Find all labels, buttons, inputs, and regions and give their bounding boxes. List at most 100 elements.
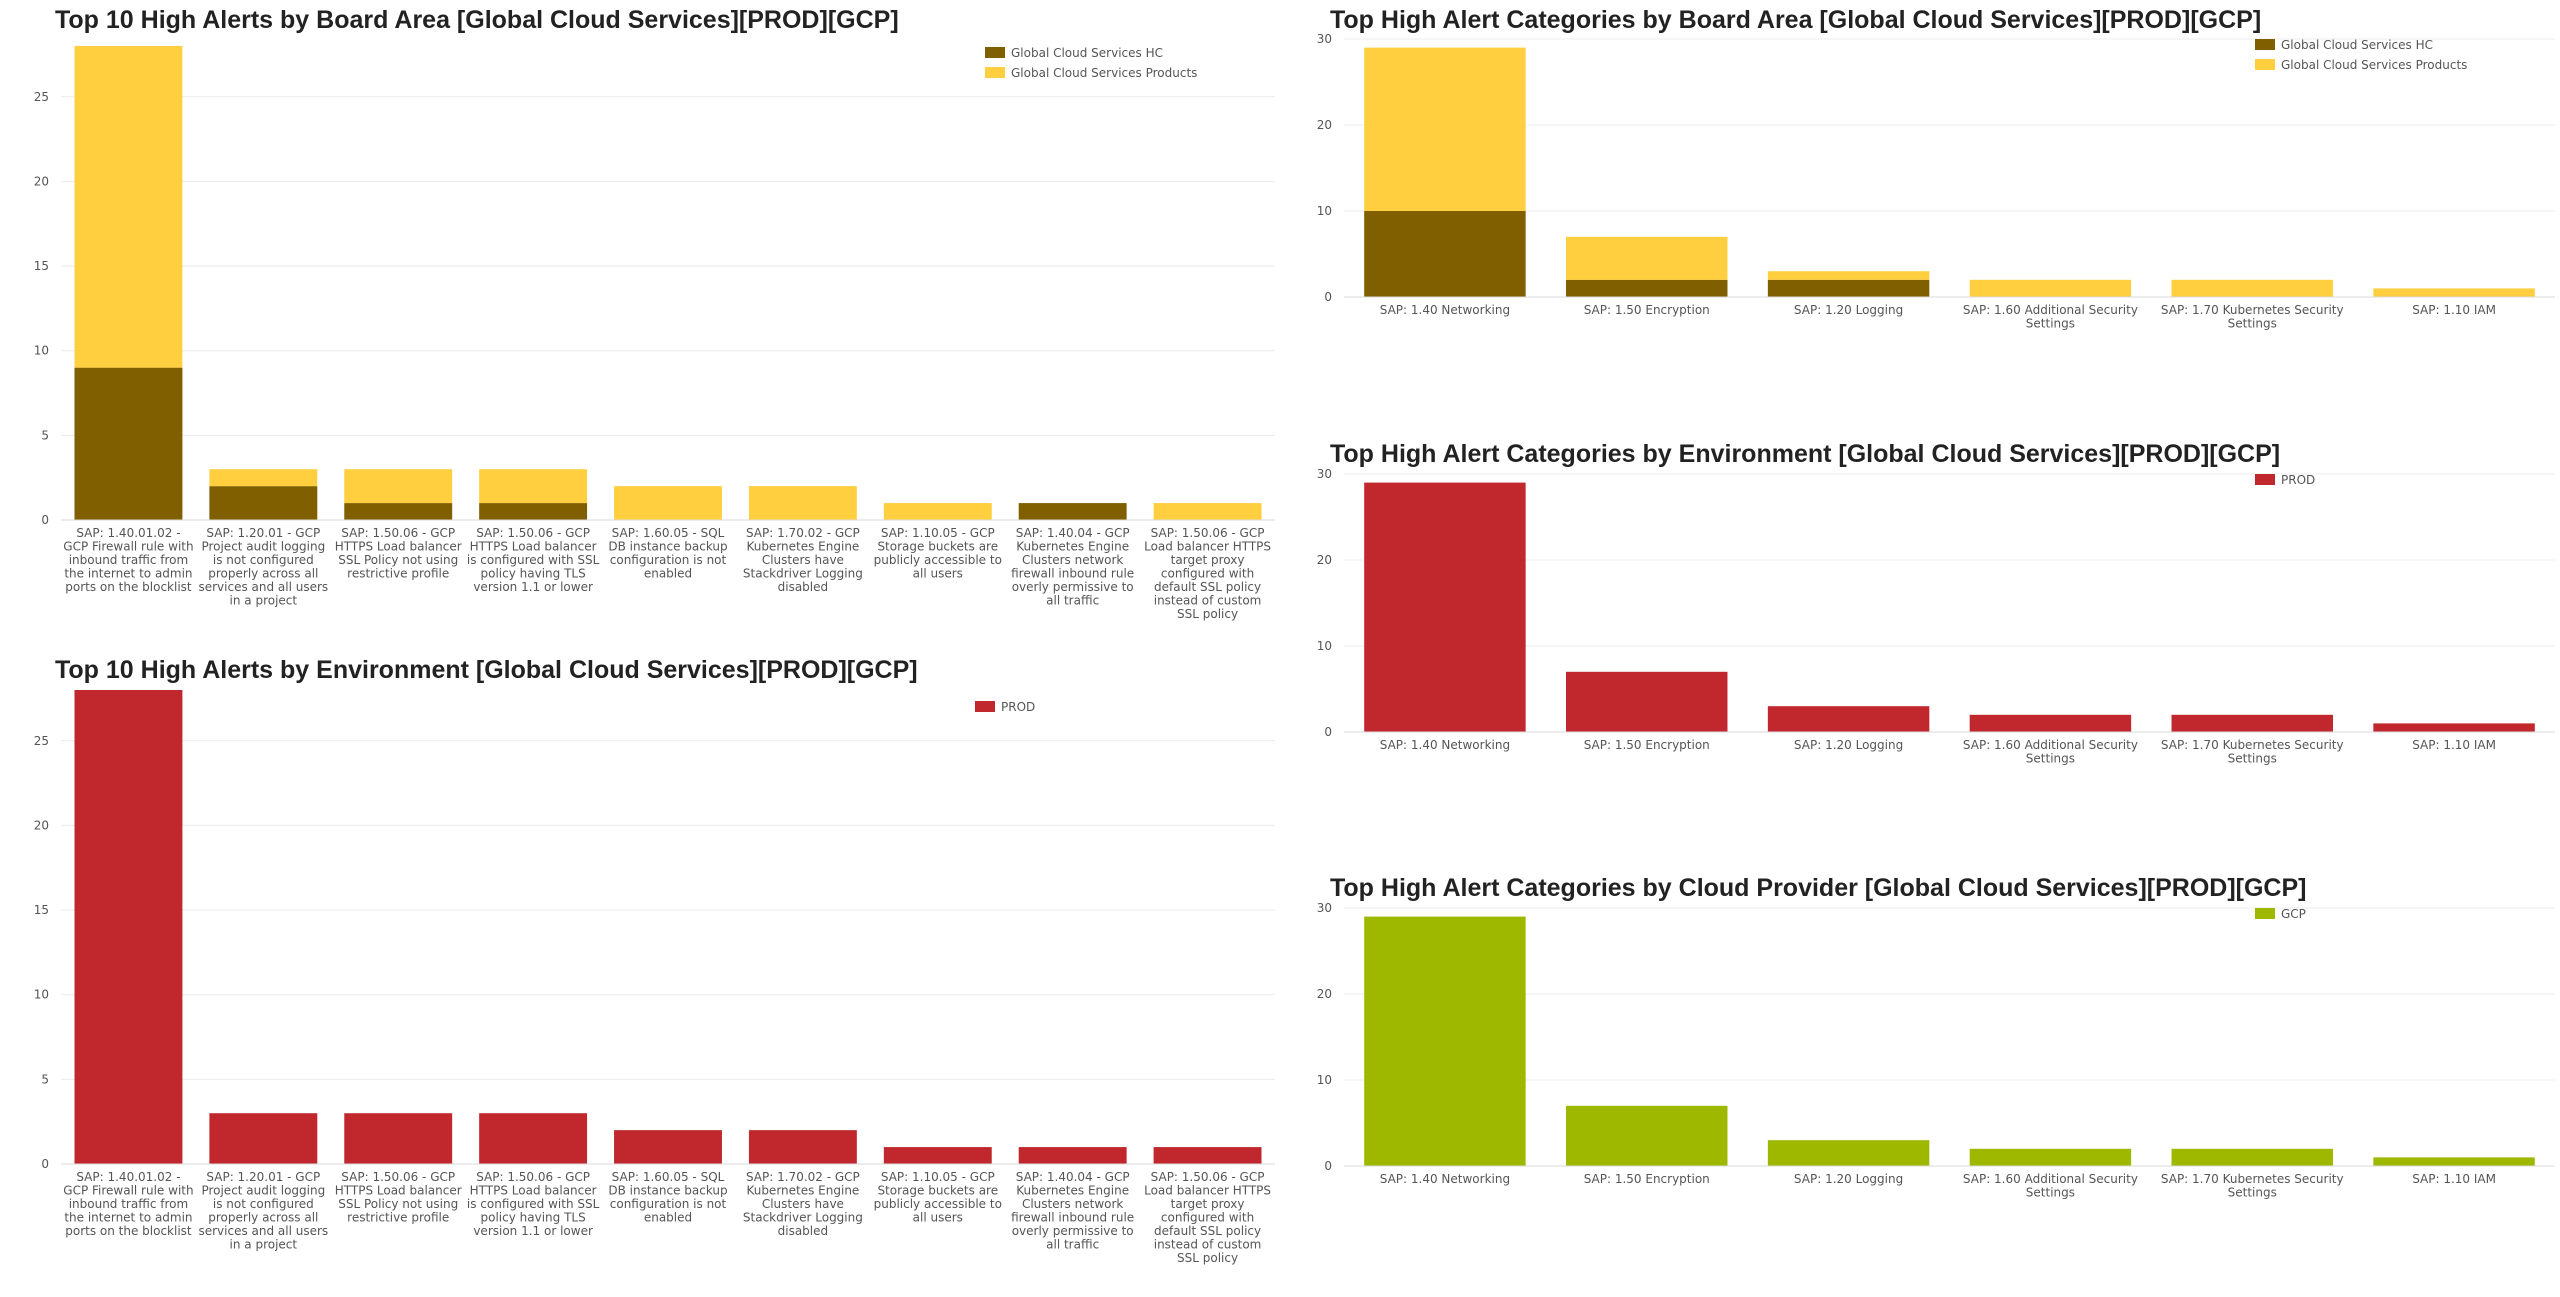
x-tick-label-line: is configured with SSL — [467, 553, 600, 567]
x-tick-label: SAP: 1.50 Encryption — [1584, 303, 1710, 317]
x-tick-label-line: ports on the blocklist — [65, 580, 192, 594]
x-tick-label-line: SAP: 1.40 Networking — [1380, 738, 1510, 752]
x-tick-label-line: DB instance backup — [608, 1184, 727, 1198]
chart-categories-board-area: 0 10 20 30 SAP: 1.40 Networking SAP: 1.50 Enc… — [1317, 32, 2555, 331]
y-tick-label: 30 — [1317, 467, 1332, 481]
legend-label: PROD — [2281, 473, 2315, 487]
x-tick-label-line: restrictive profile — [347, 567, 449, 581]
x-tick-label-line: SAP: 1.70.02 - GCP — [746, 1170, 860, 1184]
x-tick-label-line: Load balancer HTTPS — [1144, 540, 1271, 554]
x-tick-label-line: disabled — [778, 1224, 829, 1238]
x-tick-label-line: ports on the blocklist — [65, 1224, 192, 1238]
panel-categories-environment: Top High Alert Categories by Environment… — [1317, 440, 2555, 770]
x-tick-label: SAP: 1.60.05 - SQL DB instance backup conf… — [608, 1170, 727, 1225]
legend-swatch — [2255, 59, 2275, 70]
bar — [2373, 288, 2535, 297]
x-tick-label: SAP: 1.70 Kubernetes Security Settings — [2161, 738, 2344, 766]
x-tick-label-line: instead of custom — [1154, 594, 1262, 608]
x-tick-label-line: SAP: 1.40 Networking — [1380, 303, 1510, 317]
x-tick-label-line: firewall inbound rule — [1011, 567, 1134, 581]
bar — [2171, 1148, 2333, 1166]
bar — [1566, 279, 1728, 297]
x-tick-label: SAP: 1.20 Logging — [1794, 1172, 1903, 1186]
x-tick-label-line: Storage buckets are — [877, 540, 998, 554]
x-tick-label-line: overly permissive to — [1012, 580, 1134, 594]
x-tick-label: SAP: 1.70 Kubernetes Security Settings — [2161, 1172, 2344, 1200]
x-tick-label-line: enabled — [644, 567, 692, 581]
legend-swatch — [985, 67, 1005, 78]
bar — [883, 503, 992, 520]
x-tick-label: SAP: 1.10 IAM — [2412, 738, 2496, 752]
x-tick-label-line: policy having TLS — [481, 1211, 586, 1225]
x-tick-label-line: Load balancer HTTPS — [1144, 1184, 1271, 1198]
x-tick-label-line: SAP: 1.10 IAM — [2412, 1172, 2496, 1186]
x-tick-label-line: version 1.1 or lower — [473, 1224, 593, 1238]
x-tick-label: SAP: 1.70 Kubernetes Security Settings — [2161, 303, 2344, 331]
x-tick-label-line: is not configured — [213, 553, 314, 567]
x-tick-label: SAP: 1.70.02 - GCP Kubernetes Engine Clust… — [743, 1170, 863, 1238]
x-tick-label-line: services and all users — [198, 1224, 328, 1238]
x-tick-label-line: HTTPS Load balancer — [470, 540, 597, 554]
x-tick-label-line: SAP: 1.70.02 - GCP — [746, 526, 860, 540]
y-tick-label: 5 — [41, 1072, 49, 1086]
bar — [1153, 503, 1262, 520]
y-tick-label: 0 — [1324, 290, 1332, 304]
legend-swatch — [985, 47, 1005, 58]
x-tick-label: SAP: 1.40 Networking — [1380, 1172, 1510, 1186]
x-tick-label-line: SSL policy — [1177, 1251, 1238, 1265]
x-tick-label-line: Clusters network — [1022, 553, 1123, 567]
bar — [74, 46, 183, 368]
x-tick-label-line: services and all users — [198, 580, 328, 594]
x-tick-label: SAP: 1.70.02 - GCP Kubernetes Engine Clust… — [743, 526, 863, 594]
x-tick-label-line: is not configured — [213, 1197, 314, 1211]
bar — [2171, 279, 2333, 297]
bar — [479, 1113, 588, 1164]
x-tick-label-line: Settings — [2228, 317, 2277, 331]
y-tick-label: 0 — [41, 513, 49, 527]
x-tick-label-line: inbound traffic from — [69, 553, 188, 567]
x-tick-label-line: SAP: 1.60.05 - SQL — [612, 1170, 725, 1184]
x-tick-label-line: is configured with SSL — [467, 1197, 600, 1211]
bar — [1566, 671, 1728, 732]
bar — [748, 1130, 857, 1164]
y-tick-label: 25 — [34, 90, 49, 104]
x-tick-label-line: SAP: 1.40.01.02 - — [76, 1170, 180, 1184]
x-tick-label-line: Clusters have — [762, 1197, 844, 1211]
x-tick-label-line: SAP: 1.40 Networking — [1380, 1172, 1510, 1186]
bar — [614, 1130, 722, 1164]
x-tick-label-line: Settings — [2026, 317, 2075, 331]
x-tick-label: SAP: 1.50.06 - GCP Load balancer HTTPS tar… — [1144, 526, 1271, 621]
x-tick-label-line: Clusters have — [762, 553, 844, 567]
chart-title: Top 10 High Alerts by Board Area [Global… — [55, 6, 899, 34]
x-tick-label-line: Stackdriver Logging — [743, 1211, 863, 1225]
x-tick-label-line: Kubernetes Engine — [1016, 1184, 1129, 1198]
legend-swatch — [2255, 39, 2275, 50]
x-tick-label: SAP: 1.10 IAM — [2412, 1172, 2496, 1186]
bar — [2373, 723, 2535, 732]
chart-title: Top High Alert Categories by Cloud Provi… — [1330, 874, 2307, 902]
legend-swatch — [2255, 908, 2275, 919]
x-tick-label-line: DB instance backup — [608, 540, 727, 554]
chart-title: Top 10 High Alerts by Environment [Globa… — [55, 656, 918, 684]
x-tick-label: SAP: 1.40.01.02 -GCP Firewall rule with i… — [63, 526, 193, 594]
x-tick-label: SAP: 1.40 Networking — [1380, 738, 1510, 752]
x-tick-label-line: properly across all — [208, 567, 318, 581]
x-tick-label-line: policy having TLS — [481, 567, 586, 581]
x-tick-label-line: publicly accessible to — [874, 1197, 1002, 1211]
bar — [209, 1113, 318, 1164]
x-tick-label-line: SAP: 1.10 IAM — [2412, 303, 2496, 317]
chart-categories-cloud-provider: 0 10 20 30 SAP: 1.40 Networking SAP: 1.50 Enc… — [1317, 901, 2555, 1200]
bar — [1767, 1140, 1930, 1166]
x-tick-label-line: default SSL policy — [1154, 1224, 1261, 1238]
x-tick-label-line: SAP: 1.50.06 - GCP — [476, 1170, 590, 1184]
x-tick-label-line: GCP Firewall rule with — [63, 540, 193, 554]
x-tick-label-line: HTTPS Load balancer — [335, 540, 462, 554]
x-tick-label: SAP: 1.60.05 - SQL DB instance backup conf… — [608, 526, 727, 581]
x-tick-label-line: SAP: 1.40.04 - GCP — [1016, 1170, 1130, 1184]
bar — [748, 486, 857, 520]
bar — [344, 1113, 453, 1164]
x-tick-label-line: SAP: 1.60 Additional Security — [1963, 303, 2138, 317]
bar — [1364, 47, 1526, 211]
x-tick-label-line: SAP: 1.50.06 - GCP — [1151, 526, 1265, 540]
x-tick-label-line: Settings — [2026, 752, 2075, 766]
